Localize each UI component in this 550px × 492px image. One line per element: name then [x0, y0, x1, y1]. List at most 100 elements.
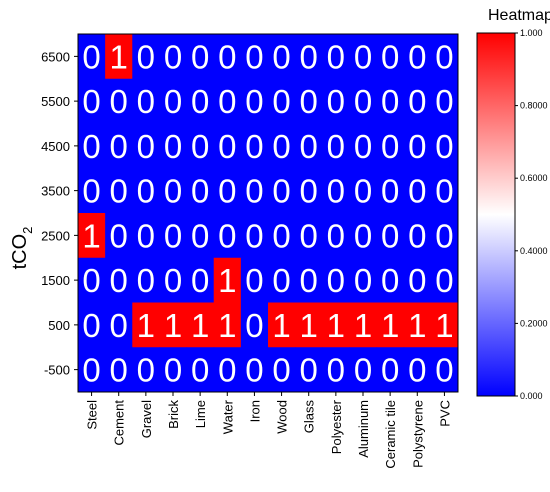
- heatmap-cell: [295, 257, 323, 303]
- heatmap-cell-label: 1: [272, 307, 290, 344]
- heatmap-cell-label: 0: [300, 38, 318, 75]
- heatmap-cell: [268, 123, 296, 169]
- heatmap-cell: [240, 123, 269, 169]
- heatmap-cell-label: 0: [300, 217, 318, 254]
- heatmap-cell: [322, 78, 350, 124]
- heatmap-cell-label: 0: [354, 352, 372, 389]
- heatmap-cell-label: 0: [218, 83, 236, 120]
- heatmap-cell-label: 1: [218, 307, 236, 344]
- heatmap-cell-label: 0: [245, 262, 263, 299]
- heatmap-cell-label: 0: [354, 83, 372, 120]
- heatmap-cell: [403, 347, 432, 393]
- x-axis-ticks: Steel Cement Gravel Brick Lime Water Iron Wood G…: [85, 392, 452, 469]
- heatmap-cell: [268, 34, 296, 80]
- heatmap-cell-label: 0: [164, 262, 182, 299]
- heatmap-cell: [132, 302, 160, 348]
- heatmap-cell: [322, 168, 350, 214]
- heatmap-cell-label: 0: [110, 217, 128, 254]
- heatmap-cell-label: 0: [245, 352, 263, 389]
- heatmap-cell-label: 0: [137, 352, 155, 389]
- heatmap-cell: [268, 78, 296, 124]
- heatmap-cell-label: 0: [82, 83, 100, 120]
- heatmap-cell-label: 0: [327, 352, 345, 389]
- heatmap-cell: [295, 34, 323, 80]
- heatmap-cell: [78, 123, 106, 169]
- heatmap-cell-label: 0: [218, 217, 236, 254]
- heatmap-cell: [430, 347, 459, 393]
- x-tick-label: Polyester: [329, 399, 344, 454]
- heatmap-cell: [322, 257, 350, 303]
- heatmap-cell: [213, 257, 242, 303]
- heatmap-cell-label: 0: [435, 262, 453, 299]
- heatmap-cell-label: 0: [245, 173, 263, 210]
- heatmap-cell-label: 0: [137, 262, 155, 299]
- heatmap-cell: [376, 78, 405, 124]
- heatmap-cell: [213, 123, 242, 169]
- heatmap-cell: [186, 34, 215, 80]
- heatmap-cell-label: 0: [327, 83, 345, 120]
- heatmap-cell: [132, 34, 160, 80]
- heatmap-cell: [430, 257, 459, 303]
- heatmap-cell-label: 0: [408, 128, 426, 165]
- heatmap-cell-label: 0: [164, 38, 182, 75]
- heatmap-cell-label: 0: [327, 217, 345, 254]
- y-axis-label-subscript: 2: [20, 227, 35, 234]
- heatmap-cell: [159, 168, 188, 214]
- heatmap-cell-label: 0: [137, 83, 155, 120]
- heatmap-cell-label: 0: [164, 217, 182, 254]
- heatmap-cell-label: 0: [191, 83, 209, 120]
- colorbar: Heatmap 1.000 0.8000 0.6000 0.4000 0.2000 0.0…: [476, 7, 550, 401]
- heatmap-cell: [213, 347, 242, 393]
- heatmap-cell: [186, 257, 215, 303]
- heatmap-cell: [159, 257, 188, 303]
- heatmap-cell: [186, 347, 215, 393]
- heatmap-cell-label: 0: [435, 83, 453, 120]
- heatmap-cell: [78, 347, 106, 393]
- heatmap-cell-label: 0: [191, 262, 209, 299]
- heatmap-cell: [132, 78, 160, 124]
- heatmap-cell: [159, 347, 188, 393]
- heatmap-cell: [186, 78, 215, 124]
- y-tick-label: 3500: [41, 184, 70, 199]
- y-tick-label: 6500: [41, 49, 70, 64]
- heatmap-cell-label: 0: [354, 217, 372, 254]
- heatmap-cell: [376, 168, 405, 214]
- heatmap-cell: [105, 302, 133, 348]
- x-tick-label: Glass: [302, 400, 317, 434]
- heatmap-cell: [78, 213, 106, 259]
- heatmap-cell-label: 0: [435, 128, 453, 165]
- heatmap-cell-label: 0: [245, 307, 263, 344]
- heatmap-cell: [376, 123, 405, 169]
- heatmap-cell-label: 0: [218, 128, 236, 165]
- x-tick-label: Brick: [166, 400, 181, 429]
- heatmap-cell: [295, 123, 323, 169]
- colorbar-gradient: [476, 32, 516, 397]
- heatmap-cell-label: 0: [164, 173, 182, 210]
- heatmap-cell: [105, 78, 133, 124]
- heatmap-cell: [159, 213, 188, 259]
- heatmap-cell-label: 0: [82, 173, 100, 210]
- heatmap-cell: [349, 123, 378, 169]
- heatmap-cell-label: 0: [110, 128, 128, 165]
- heatmap-cell: [349, 168, 378, 214]
- heatmap-cell-label: 0: [408, 262, 426, 299]
- colorbar-tick-label: 0.8000: [520, 101, 548, 111]
- heatmap-cell-label: 0: [272, 173, 290, 210]
- heatmap-cell-label: 1: [408, 307, 426, 344]
- heatmap-cell-label: 0: [272, 128, 290, 165]
- heatmap-cell-label: 0: [137, 128, 155, 165]
- heatmap-cell-label: 0: [327, 262, 345, 299]
- heatmap-cell-label: 1: [354, 307, 372, 344]
- heatmap-cell-label: 1: [191, 307, 209, 344]
- plot-border: [77, 33, 459, 393]
- heatmap-cell-label: 0: [245, 38, 263, 75]
- colorbar-title: Heatmap: [488, 7, 550, 24]
- heatmap-cell-label: 0: [137, 217, 155, 254]
- x-tick-label: Wood: [275, 400, 290, 434]
- heatmap-cell-label: 0: [381, 173, 399, 210]
- heatmap-cell-label: 0: [110, 262, 128, 299]
- heatmap-cell-label: 1: [137, 307, 155, 344]
- heatmap-cell: [403, 78, 432, 124]
- heatmap-cell-label: 0: [272, 217, 290, 254]
- heatmap-cell-label: 0: [300, 262, 318, 299]
